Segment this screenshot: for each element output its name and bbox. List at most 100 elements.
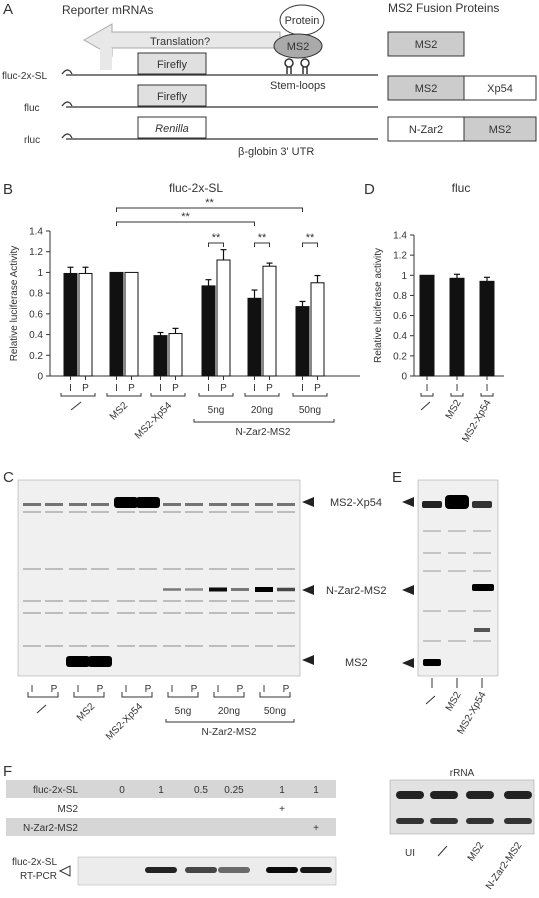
group-bracket [244, 393, 280, 397]
x-tick-label-P: P [266, 383, 273, 394]
table-cell: 0.5 [194, 785, 208, 796]
svg-text:MS2: MS2 [415, 83, 438, 95]
bar-D-3 [479, 280, 495, 377]
group-bracket [106, 393, 142, 397]
blot-band [255, 503, 273, 506]
svg-text:fluc: fluc [24, 103, 40, 114]
category-dash [70, 401, 82, 411]
utr-label: β-globin 3' UTR [238, 146, 314, 158]
bar-I-3 [153, 335, 168, 377]
lane-label: I [125, 684, 128, 695]
category-dash [425, 695, 436, 705]
panel-label-b: B [3, 181, 13, 198]
panel-label-f: F [3, 763, 12, 780]
x-tick-label-P: P [314, 383, 321, 394]
rrna-band-28s [466, 791, 494, 799]
reporter-fluc-2x-sl: fluc-2x-SL Firefly [2, 52, 378, 82]
category-dash [36, 704, 47, 714]
x-tick-label-I: I [456, 383, 459, 394]
category-label: MS2-Xp54 [460, 398, 493, 445]
svg-text:rRNA: rRNA [450, 768, 475, 779]
y-tick-label: 0.4 [29, 330, 43, 341]
category-dash [420, 401, 431, 411]
category-label: 20ng [251, 405, 273, 416]
bar-D-2 [449, 277, 465, 377]
ms2-ellipse-label: MS2 [287, 41, 310, 53]
blot-band [45, 503, 63, 506]
bar-P-6 [310, 282, 325, 377]
rrna-band-18s [430, 818, 458, 824]
bar-P-1 [78, 272, 93, 377]
sig-bracket-ms2-50ng-stars: ** [205, 197, 214, 209]
lane-label: P [191, 684, 198, 695]
pcr-band [185, 867, 217, 873]
blot-band [163, 503, 181, 506]
blot-band [277, 503, 295, 506]
pcr-band [266, 867, 298, 873]
lane-label: P [51, 684, 58, 695]
pcr-band [218, 867, 250, 873]
table-cell: 1 [313, 785, 319, 796]
svg-text:MS2: MS2 [345, 657, 368, 669]
sig-bracket-ms2-50ng [116, 207, 303, 212]
fusion-ms2-xp54: MS2 Xp54 [387, 75, 537, 101]
pcr-band [145, 867, 177, 873]
sig-bracket-ms2-20ng-stars: ** [181, 211, 190, 223]
lane-label: I [263, 684, 266, 695]
svg-text:MS2: MS2 [489, 124, 512, 136]
category-label: 50ng [264, 706, 286, 717]
category-label: 20ng [218, 706, 240, 717]
y-axis-label: Relative luciferase activity [373, 248, 384, 363]
lane-bracket [259, 692, 291, 698]
y-tick-label: 0 [401, 372, 407, 383]
reporter-fluc: fluc Firefly [24, 84, 378, 114]
category-label: 5ng [208, 405, 225, 416]
y-tick-label: 0.8 [393, 291, 407, 302]
category-label: 50ng [299, 405, 321, 416]
stem-loops-icon [284, 58, 310, 74]
lane-label: I [77, 684, 80, 695]
group-bracket-nzar2 [193, 419, 335, 423]
bar-P-3 [168, 333, 183, 377]
protein-label: Protein [285, 15, 320, 27]
y-tick-label: 1.2 [29, 247, 43, 258]
pcr-band [300, 867, 332, 873]
lane-bracket [27, 692, 59, 698]
table-cell: + [313, 823, 319, 834]
x-tick-label-P: P [128, 383, 135, 394]
group-label-nzar2: N-Zar2-MS2 [201, 727, 256, 738]
rrna-gel: rRNA [389, 768, 535, 835]
x-tick-label-I: I [69, 383, 72, 394]
svg-text:RT-PCR: RT-PCR [20, 871, 57, 882]
sig-bracket-ms2-20ng [116, 221, 255, 226]
category-dash [437, 845, 448, 857]
blot-band-ms2 [88, 656, 112, 667]
fusion-nzar2-ms2: N-Zar2 MS2 [387, 116, 537, 142]
y-tick-label: 1 [401, 271, 407, 282]
blot-band-ms2-xp54 [136, 497, 160, 508]
lane-bracket [480, 393, 494, 397]
x-tick-label-I: I [486, 383, 489, 394]
svg-text:MS2-Xp54: MS2-Xp54 [330, 497, 382, 509]
blot-band-nzar2-ms2 [163, 588, 181, 591]
chart-d: 0 0.2 0.4 0.6 0.8 1 1.2 1.4 Relative luciferase … [373, 231, 504, 445]
group-bracket [198, 393, 234, 397]
svg-text:Xp54: Xp54 [487, 83, 513, 95]
y-tick-label: 0.4 [393, 331, 407, 342]
blot-band-ms2 [66, 656, 90, 667]
svg-text:MS2: MS2 [415, 39, 438, 51]
rrna-band-28s [396, 791, 424, 799]
bar-P-4 [216, 259, 231, 377]
table-cell: 0.25 [224, 785, 244, 796]
lane-label: MS2 [444, 690, 464, 714]
ms2-fusion-proteins-title: MS2 Fusion Proteins [388, 1, 499, 15]
blot-band-ms2-xp54 [114, 497, 138, 508]
svg-text:fluc-2x-SL: fluc-2x-SL [33, 785, 78, 796]
panel-label-c: C [3, 469, 14, 486]
blot-band-ms2 [423, 659, 441, 666]
lane-bracket [167, 692, 199, 698]
y-tick-label: 0.6 [29, 309, 43, 320]
blot-band-nzar2-ms2 [277, 587, 295, 592]
